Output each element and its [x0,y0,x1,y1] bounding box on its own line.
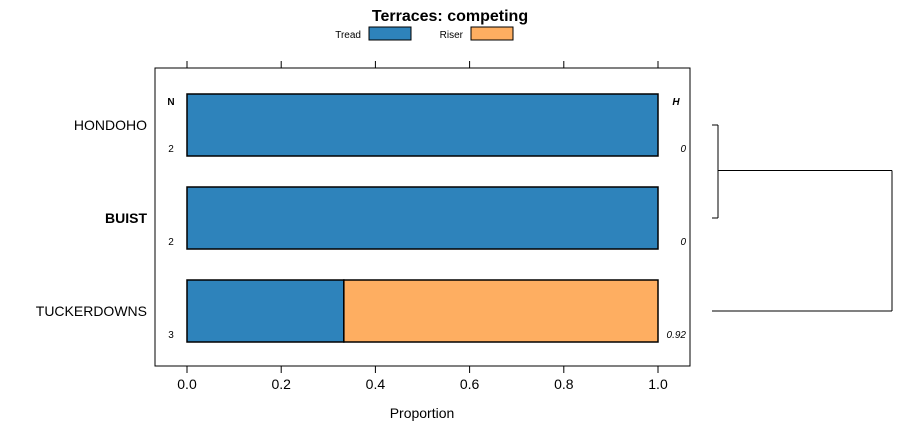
plot-panel [154,67,691,367]
legend-swatch-riser [470,26,514,41]
x-tick-label: 1.0 [648,376,668,392]
h-value-hondoho: 0 [680,144,686,155]
legend-swatch-tread [368,26,412,41]
category-labels: HONDOHO BUIST TUCKERDOWNS [36,117,148,319]
n-h-annotations: N H 2 0 2 0 3 0.92 [167,97,686,341]
x-tick-label: 0.6 [460,376,480,392]
legend-label-tread: Tread [335,30,361,41]
h-value-buist: 0 [680,237,686,248]
panel-border [154,67,691,367]
bar-buist-tread [186,186,659,250]
n-column-header: N [167,97,174,108]
bar-hondoho-tread [186,93,659,157]
bar-tuckerdowns-tread [186,279,345,343]
x-axis-label: Proportion [390,405,455,421]
legend-label-riser: Riser [440,30,464,41]
dendrogram [712,124,893,312]
x-axis: 0.0 0.2 0.4 0.6 0.8 1.0 [177,61,668,392]
category-label-buist: BUIST [105,210,147,226]
chart-title: Terraces: competing [372,8,528,25]
n-value-buist: 2 [168,237,174,248]
x-tick-label: 0.4 [366,376,386,392]
x-tick-label: 0.0 [177,376,197,392]
legend: Tread Riser [335,26,514,41]
category-label-hondoho: HONDOHO [74,117,147,133]
n-value-hondoho: 2 [168,144,174,155]
h-column-header: H [672,97,680,108]
x-tick-label: 0.8 [554,376,574,392]
x-tick-label: 0.2 [271,376,291,392]
bars [186,93,659,343]
bar-tuckerdowns-riser [343,279,659,343]
n-value-tuckerdowns: 3 [168,330,174,341]
category-label-tuckerdowns: TUCKERDOWNS [36,303,147,319]
h-value-tuckerdowns: 0.92 [667,330,687,341]
